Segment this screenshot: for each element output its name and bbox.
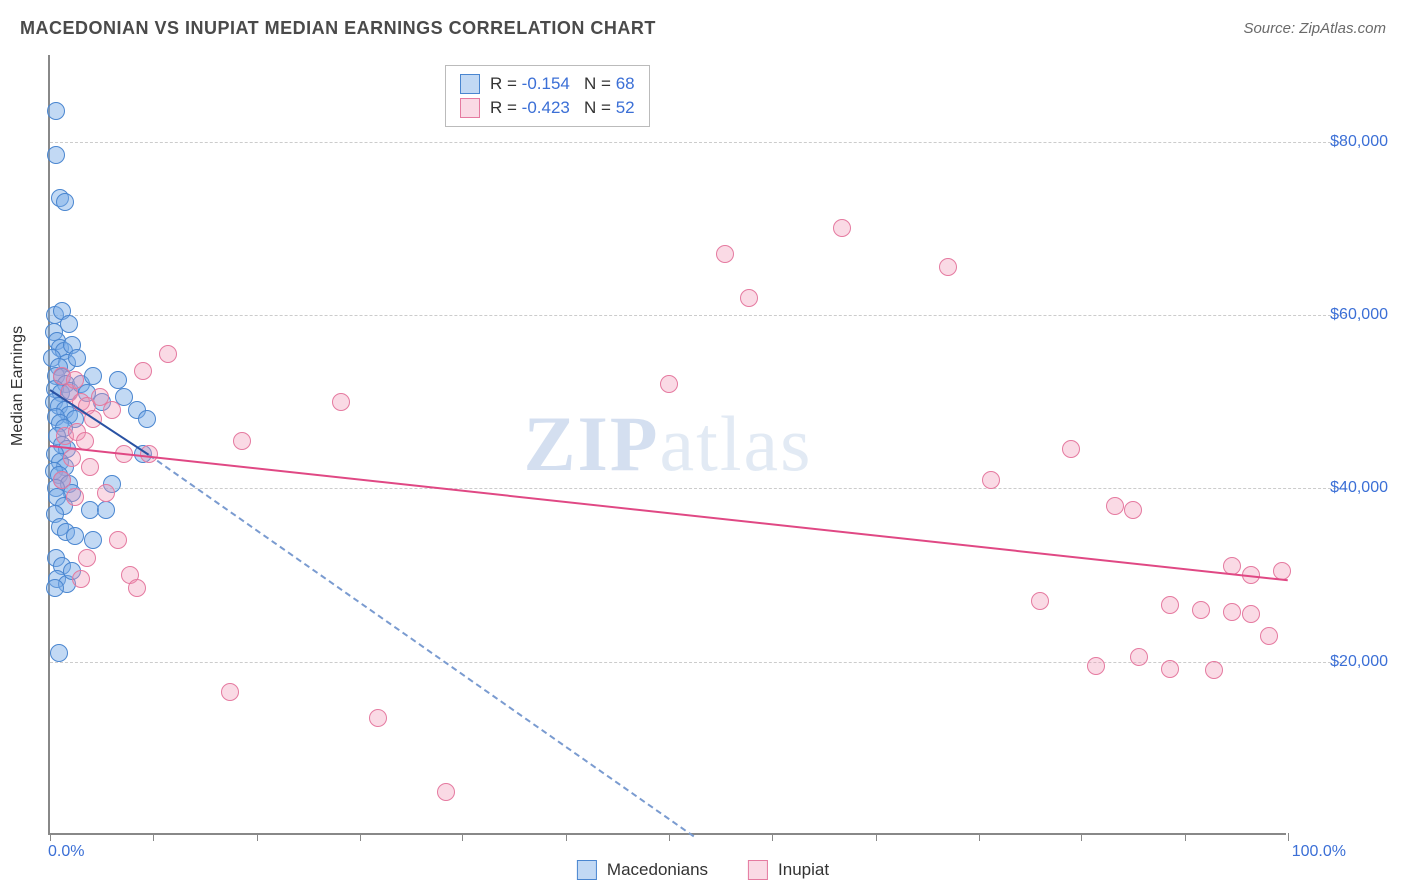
data-point bbox=[78, 549, 96, 567]
data-point bbox=[66, 488, 84, 506]
data-point bbox=[66, 371, 84, 389]
legend-row: R = -0.154 N = 68 bbox=[460, 72, 635, 96]
x-tick-mark bbox=[360, 833, 361, 841]
data-point bbox=[128, 579, 146, 597]
data-point bbox=[97, 501, 115, 519]
data-point bbox=[56, 193, 74, 211]
data-point bbox=[1260, 627, 1278, 645]
x-tick-mark bbox=[772, 833, 773, 841]
gridline bbox=[50, 488, 1346, 489]
data-point bbox=[1205, 661, 1223, 679]
data-point bbox=[68, 349, 86, 367]
x-tick-mark bbox=[566, 833, 567, 841]
data-point bbox=[109, 371, 127, 389]
data-point bbox=[63, 449, 81, 467]
trend-line bbox=[50, 445, 1288, 581]
data-point bbox=[982, 471, 1000, 489]
data-point bbox=[134, 362, 152, 380]
data-point bbox=[939, 258, 957, 276]
data-point bbox=[437, 783, 455, 801]
bottom-legend: Macedonians Inupiat bbox=[577, 860, 829, 880]
data-point bbox=[332, 393, 350, 411]
gridline bbox=[50, 662, 1346, 663]
data-point bbox=[97, 484, 115, 502]
y-tick-label: $80,000 bbox=[1330, 133, 1388, 151]
data-point bbox=[1031, 592, 1049, 610]
data-point bbox=[833, 219, 851, 237]
data-point bbox=[1223, 603, 1241, 621]
data-point bbox=[716, 245, 734, 263]
data-point bbox=[84, 367, 102, 385]
x-tick-mark bbox=[50, 833, 51, 841]
data-point bbox=[1130, 648, 1148, 666]
y-tick-label: $40,000 bbox=[1330, 479, 1388, 497]
swatch-pink bbox=[460, 98, 480, 118]
y-axis-ticks: $20,000 $40,000 $60,000 $80,000 bbox=[1286, 55, 1396, 835]
y-axis-label: Median Earnings bbox=[9, 326, 27, 446]
data-point bbox=[1242, 605, 1260, 623]
data-point bbox=[47, 146, 65, 164]
x-tick-mark bbox=[153, 833, 154, 841]
correlation-legend: R = -0.154 N = 68 R = -0.423 N = 52 bbox=[445, 65, 650, 127]
data-point bbox=[660, 375, 678, 393]
legend-label-inupiat: Inupiat bbox=[778, 860, 829, 880]
watermark: ZIPatlas bbox=[524, 399, 813, 489]
legend-row: R = -0.423 N = 52 bbox=[460, 96, 635, 120]
x-tick-mark bbox=[1081, 833, 1082, 841]
legend-item-macedonians: Macedonians bbox=[577, 860, 708, 880]
data-point bbox=[47, 102, 65, 120]
data-point bbox=[66, 527, 84, 545]
legend-stats: R = -0.423 N = 52 bbox=[490, 98, 635, 118]
y-tick-label: $60,000 bbox=[1330, 306, 1388, 324]
data-point bbox=[369, 709, 387, 727]
data-point bbox=[233, 432, 251, 450]
data-point bbox=[46, 579, 64, 597]
data-point bbox=[76, 432, 94, 450]
x-tick-mark bbox=[257, 833, 258, 841]
x-tick-mark bbox=[979, 833, 980, 841]
x-tick-label-left: 0.0% bbox=[48, 843, 84, 861]
legend-item-inupiat: Inupiat bbox=[748, 860, 829, 880]
legend-stats: R = -0.154 N = 68 bbox=[490, 74, 635, 94]
data-point bbox=[159, 345, 177, 363]
data-point bbox=[50, 644, 68, 662]
swatch-pink bbox=[748, 860, 768, 880]
data-point bbox=[1124, 501, 1142, 519]
data-point bbox=[221, 683, 239, 701]
x-tick-label-right: 100.0% bbox=[1292, 843, 1346, 861]
data-point bbox=[1106, 497, 1124, 515]
data-point bbox=[1161, 596, 1179, 614]
x-tick-mark bbox=[876, 833, 877, 841]
chart-title: MACEDONIAN VS INUPIAT MEDIAN EARNINGS CO… bbox=[20, 18, 656, 39]
chart-plot-area: ZIPatlas 0.0%100.0%R = -0.154 N = 68R = … bbox=[48, 55, 1286, 835]
data-point bbox=[740, 289, 758, 307]
data-point bbox=[103, 401, 121, 419]
swatch-blue bbox=[577, 860, 597, 880]
data-point bbox=[1062, 440, 1080, 458]
x-tick-mark bbox=[669, 833, 670, 841]
x-tick-mark bbox=[462, 833, 463, 841]
legend-label-macedonians: Macedonians bbox=[607, 860, 708, 880]
y-tick-label: $20,000 bbox=[1330, 653, 1388, 671]
data-point bbox=[138, 410, 156, 428]
gridline bbox=[50, 142, 1346, 143]
data-point bbox=[60, 315, 78, 333]
swatch-blue bbox=[460, 74, 480, 94]
data-point bbox=[72, 570, 90, 588]
x-tick-mark bbox=[1185, 833, 1186, 841]
data-point bbox=[1192, 601, 1210, 619]
gridline bbox=[50, 315, 1346, 316]
chart-source: Source: ZipAtlas.com bbox=[1243, 20, 1386, 37]
trend-line bbox=[148, 454, 694, 837]
data-point bbox=[109, 531, 127, 549]
data-point bbox=[84, 531, 102, 549]
data-point bbox=[81, 458, 99, 476]
data-point bbox=[1161, 660, 1179, 678]
data-point bbox=[53, 471, 71, 489]
chart-header: MACEDONIAN VS INUPIAT MEDIAN EARNINGS CO… bbox=[20, 18, 1386, 39]
data-point bbox=[1087, 657, 1105, 675]
